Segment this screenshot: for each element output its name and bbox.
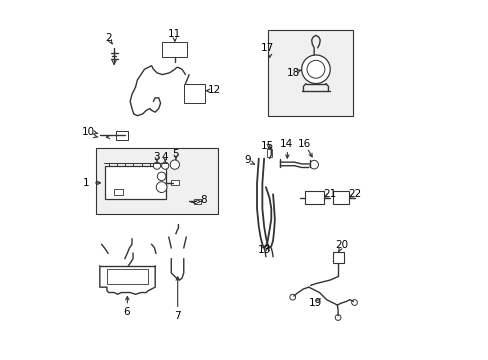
Circle shape	[351, 300, 357, 305]
Text: 10: 10	[81, 127, 94, 137]
Bar	[171, 180, 179, 185]
Text: 16: 16	[297, 139, 310, 149]
Circle shape	[306, 60, 324, 78]
Bar	[304, 191, 324, 204]
Circle shape	[289, 294, 295, 300]
Text: 12: 12	[207, 85, 220, 95]
Text: 13: 13	[257, 245, 270, 255]
Text: 15: 15	[261, 141, 274, 151]
Bar	[114, 189, 123, 195]
Bar	[105, 166, 165, 199]
Text: 20: 20	[334, 240, 347, 250]
Circle shape	[309, 160, 318, 169]
Bar	[193, 199, 201, 204]
Bar	[267, 30, 353, 116]
Text: 9: 9	[244, 156, 251, 165]
Text: 14: 14	[280, 139, 293, 149]
Text: 17: 17	[261, 43, 274, 53]
Circle shape	[157, 172, 165, 181]
Text: 1: 1	[83, 178, 89, 188]
Bar	[332, 252, 343, 263]
Text: 18: 18	[286, 68, 299, 78]
Bar	[116, 131, 128, 140]
Bar	[162, 42, 187, 57]
Bar	[107, 269, 148, 284]
Text: 6: 6	[123, 307, 130, 317]
Circle shape	[301, 55, 329, 84]
Text: 21: 21	[322, 189, 335, 199]
Text: 2: 2	[105, 33, 112, 43]
Text: 11: 11	[168, 29, 181, 39]
Circle shape	[153, 162, 160, 169]
Text: 7: 7	[174, 311, 181, 321]
Circle shape	[156, 182, 166, 193]
Bar	[96, 148, 217, 214]
Text: 19: 19	[308, 298, 321, 308]
Circle shape	[162, 162, 168, 169]
Circle shape	[335, 315, 340, 320]
Bar	[332, 191, 348, 204]
Bar	[266, 149, 272, 157]
Text: 22: 22	[347, 189, 361, 199]
Text: 3: 3	[153, 152, 159, 162]
Text: 8: 8	[200, 195, 206, 204]
Text: 5: 5	[172, 149, 179, 159]
Circle shape	[170, 160, 179, 169]
Text: 4: 4	[162, 152, 168, 162]
Bar	[183, 84, 205, 103]
